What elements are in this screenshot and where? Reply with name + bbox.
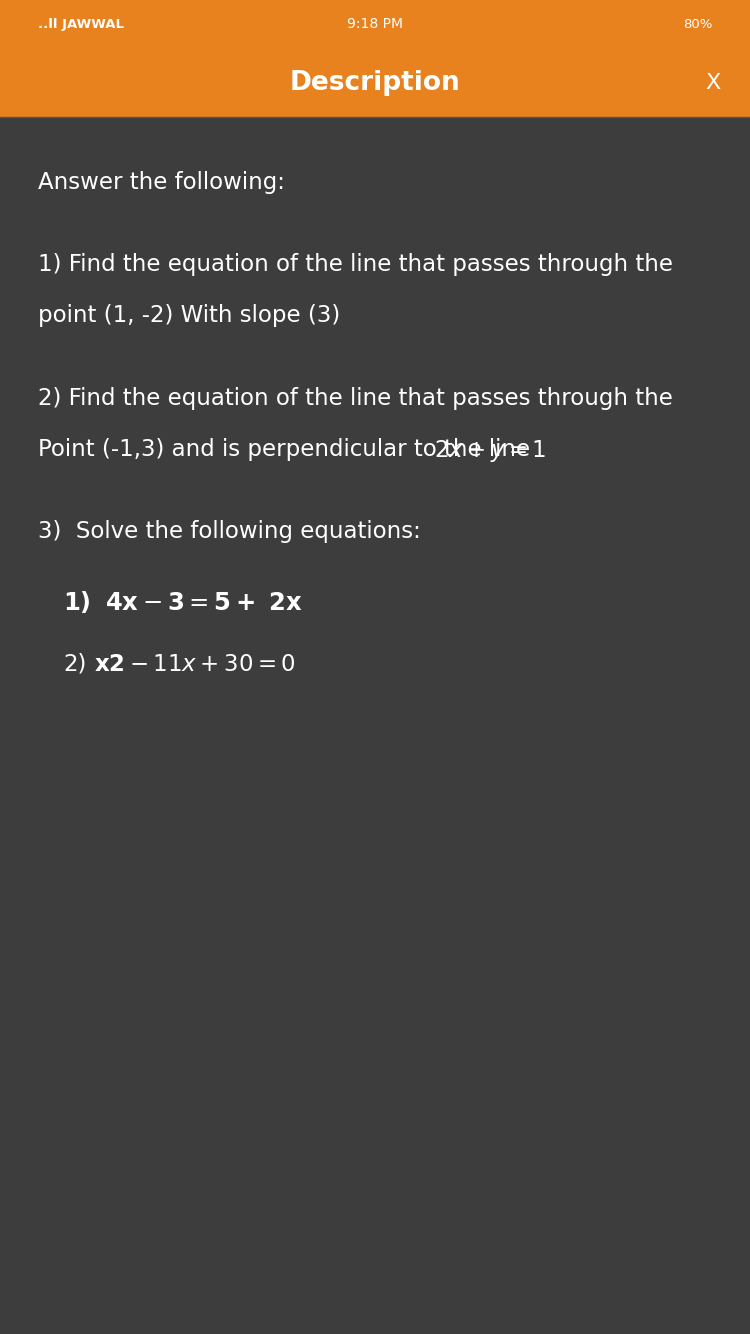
Text: Point (-1,3) and is perpendicular to the line: Point (-1,3) and is perpendicular to the… xyxy=(38,438,537,460)
Text: $2x + y = 1$: $2x + y = 1$ xyxy=(434,438,547,463)
Bar xyxy=(0,0,750,48)
Text: Answer the following:: Answer the following: xyxy=(38,171,284,193)
Text: 1) Find the equation of the line that passes through the: 1) Find the equation of the line that pa… xyxy=(38,253,673,276)
Bar xyxy=(0,48,750,117)
Text: X: X xyxy=(705,73,720,92)
Text: 1): 1) xyxy=(64,591,92,615)
Text: 80%: 80% xyxy=(683,17,712,31)
Text: point (1, -2) With slope (3): point (1, -2) With slope (3) xyxy=(38,304,340,327)
Text: 2): 2) xyxy=(64,652,87,675)
Text: Description: Description xyxy=(290,69,460,96)
Text: $\mathbf{4x} - \mathbf{3} = \mathbf{5+\ 2x}$: $\mathbf{4x} - \mathbf{3} = \mathbf{5+\ … xyxy=(105,591,302,615)
Text: 9:18 PM: 9:18 PM xyxy=(347,17,403,31)
Text: 3)  Solve the following equations:: 3) Solve the following equations: xyxy=(38,520,420,543)
Text: 2) Find the equation of the line that passes through the: 2) Find the equation of the line that pa… xyxy=(38,387,672,410)
Text: $\mathbf{x2} - 11x + 30 = 0$: $\mathbf{x2} - 11x + 30 = 0$ xyxy=(94,652,296,675)
Text: ..ll JAWWAL: ..ll JAWWAL xyxy=(38,17,124,31)
